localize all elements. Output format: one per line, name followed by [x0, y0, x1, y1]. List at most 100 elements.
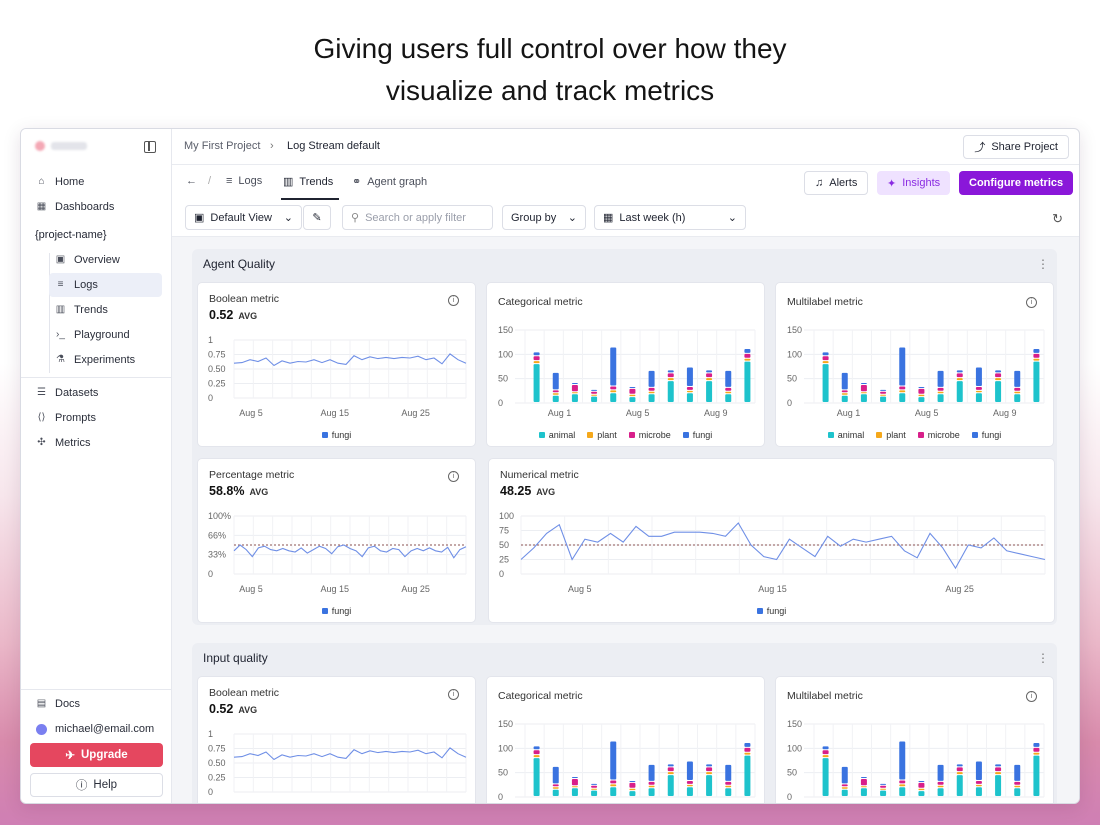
sidebar-collapse-icon[interactable] [144, 141, 156, 153]
bar-segment-microbe [860, 778, 867, 786]
bar-segment-animal [975, 787, 982, 796]
bar-segment-animal [552, 789, 559, 796]
insights-button[interactable]: ✦ Insights [877, 171, 951, 195]
bar-segment-microbe [686, 386, 693, 390]
bar-segment-fungi [937, 764, 944, 781]
bar-segment-plant [1033, 752, 1040, 755]
bar-segment-microbe [744, 747, 751, 752]
bar-segment-fungi [725, 370, 732, 387]
bar-segment-microbe [706, 373, 713, 378]
date-range-select[interactable]: ▦ Last week (h) ⌄ [594, 205, 746, 230]
breadcrumb-log-stream[interactable]: Log Stream default [287, 140, 380, 152]
tab-trends[interactable]: ▥ Trends [283, 175, 333, 189]
legend-swatch [628, 432, 635, 438]
sidebar-item-logs[interactable]: ≡ Logs [49, 273, 162, 297]
y-tick-label: 150 [787, 325, 802, 335]
x-tick-label: Aug 1 [837, 802, 861, 804]
user-account[interactable]: michael@email.com [29, 717, 163, 741]
bar-segment-fungi [591, 783, 598, 785]
sidebar-item-docs[interactable]: ▤ Docs [29, 692, 163, 716]
bar-segment-animal [1014, 788, 1021, 796]
info-icon[interactable]: i [448, 471, 459, 482]
bar-segment-plant [744, 358, 751, 361]
bar-segment-microbe [918, 388, 925, 394]
search-placeholder: Search or apply filter [365, 211, 466, 224]
project-name[interactable]: {project-name} [35, 229, 107, 241]
sidebar-item-datasets[interactable]: ☰ Datasets [29, 381, 163, 405]
card-title: Multilabel metric [787, 296, 863, 308]
breadcrumb-project[interactable]: My First Project [184, 140, 261, 152]
bar-segment-animal [1014, 394, 1021, 402]
bar-segment-plant [899, 390, 906, 393]
series-line-fungi [233, 544, 467, 559]
info-icon[interactable]: i [1026, 297, 1037, 308]
configure-metrics-button[interactable]: Configure metrics [959, 171, 1074, 195]
share-project-button[interactable]: ⤴ Share Project [963, 135, 1069, 159]
sidebar-item-home[interactable]: ⌂ Home [29, 170, 163, 194]
tab-agent-graph[interactable]: ⚭ Agent graph [352, 175, 428, 189]
bar-segment-animal [975, 393, 982, 402]
legend-swatch [682, 432, 689, 438]
bar-segment-animal [648, 788, 655, 796]
y-tick-label: 50 [498, 374, 508, 384]
sidebar-item-trends[interactable]: ▥ Trends [49, 298, 162, 322]
y-tick-label: 0.75 [208, 744, 226, 754]
sidebar-item-dashboards[interactable]: ▦ Dashboards [29, 195, 163, 219]
sidebar-item-playground[interactable]: ›_ Playground [49, 323, 162, 347]
refresh-icon[interactable]: ↻ [1052, 211, 1063, 226]
bar-segment-microbe [648, 387, 655, 391]
chevron-right-icon: › [270, 140, 274, 152]
bar-segment-plant [860, 392, 867, 394]
more-options-icon[interactable]: ⋮ [1037, 257, 1049, 271]
bar-segment-plant [571, 786, 578, 788]
more-options-icon[interactable]: ⋮ [1037, 651, 1049, 665]
y-tick-label: 0 [498, 792, 503, 802]
bar-segment-fungi [918, 780, 925, 782]
sidebar-divider [21, 377, 172, 378]
bar-segment-plant [533, 361, 540, 364]
bar-segment-microbe [591, 391, 598, 394]
info-icon[interactable]: i [448, 689, 459, 700]
legend-swatch [321, 432, 328, 438]
tab-agent-graph-label: Agent graph [367, 175, 428, 188]
bar-segment-plant [956, 772, 963, 775]
sidebar-item-overview[interactable]: ▣ Overview [49, 248, 162, 272]
edit-view-button[interactable]: ✎ [303, 205, 331, 230]
tab-logs[interactable]: ≡ Logs [226, 175, 262, 187]
search-input[interactable]: ⚲ Search or apply filter [342, 205, 493, 230]
bar-segment-microbe [629, 782, 636, 788]
y-tick-label: 0 [208, 569, 213, 579]
upgrade-label: Upgrade [80, 749, 128, 761]
bar-segment-plant [899, 784, 906, 787]
bar-segment-animal [880, 396, 887, 402]
card-categorical-metric: Categorical metric 150 100 50 0 Aug 1 Aug 5 Au… [486, 676, 765, 803]
card-value: 48.25 AVG [500, 484, 555, 498]
card-categorical-metric: Categorical metric 150 100 50 0 Aug 1 Aug 5 Au… [486, 282, 765, 447]
bar-segment-plant [610, 390, 617, 393]
y-tick-label: 0.50 [208, 758, 226, 768]
bar-segment-plant [918, 788, 925, 791]
view-select[interactable]: ▣ Default View ⌄ [185, 205, 302, 230]
info-icon[interactable]: i [448, 295, 459, 306]
bar-segment-microbe [1014, 387, 1021, 391]
group-by-label: Group by [511, 211, 557, 224]
back-arrow-icon[interactable]: ← [186, 175, 197, 187]
bar-segment-microbe [706, 767, 713, 772]
bar-segment-plant [552, 787, 559, 789]
sidebar-item-experiments[interactable]: ⚗ Experiments [49, 348, 162, 372]
sidebar-item-metrics[interactable]: ✣ Metrics [29, 431, 163, 455]
bar-segment-microbe [975, 386, 982, 390]
bar-segment-fungi [725, 764, 732, 781]
sidebar-item-prompts[interactable]: ⟨⟩ Prompts [29, 406, 163, 430]
bar-segment-microbe [822, 750, 829, 755]
y-tick-label: 33% [208, 550, 226, 560]
rocket-icon: ✈ [65, 750, 75, 762]
upgrade-button[interactable]: ✈ Upgrade [30, 743, 163, 767]
alerts-button[interactable]: ♫ Alerts [804, 171, 869, 195]
info-icon[interactable]: i [1026, 691, 1037, 702]
help-button[interactable]: ⓘ Help [30, 773, 163, 797]
group-by-select[interactable]: Group by ⌄ [502, 205, 586, 230]
x-tick-label: Aug 25 [401, 584, 430, 594]
bar-segment-animal [744, 361, 751, 402]
y-tick-label: 0.25 [208, 773, 226, 783]
